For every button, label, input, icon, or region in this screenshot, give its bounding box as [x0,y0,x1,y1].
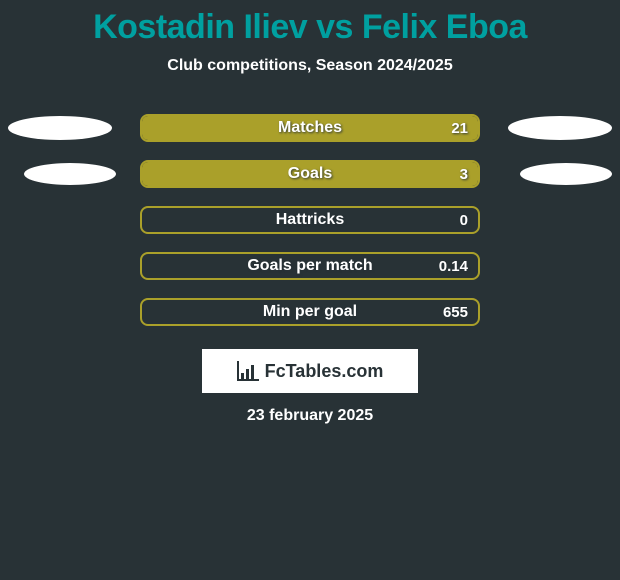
stat-row: Matches21 [0,105,620,151]
stat-bar-track: Goals per match0.14 [140,252,480,280]
site-logo-badge: FcTables.com [202,349,418,393]
stat-bar-track: Matches21 [140,114,480,142]
stat-row: Min per goal655 [0,289,620,335]
stat-row: Hattricks0 [0,197,620,243]
subtitle: Club competitions, Season 2024/2025 [0,57,620,75]
comparison-chart: Matches21 Goals3 Hattricks0 Goals per match… [0,105,620,335]
stat-bar-track: Hattricks0 [140,206,480,234]
logo-text: FcTables.com [265,361,384,382]
stat-bar-fill [142,162,478,186]
player-left-marker [8,116,112,140]
stat-value: 655 [443,300,468,324]
chart-date: 23 february 2025 [0,407,620,425]
stat-value: 0 [460,208,468,232]
stat-label: Hattricks [142,208,478,232]
bar-chart-icon [237,361,259,381]
stat-bar-track: Min per goal655 [140,298,480,326]
stat-label: Goals per match [142,254,478,278]
player-left-marker [24,163,116,185]
player-right-marker [508,116,612,140]
stat-row: Goals per match0.14 [0,243,620,289]
player-right-marker [520,163,612,185]
stat-row: Goals3 [0,151,620,197]
page-title: Kostadin Iliev vs Felix Eboa [0,0,620,47]
stat-bar-fill [142,116,478,140]
stat-value: 0.14 [439,254,468,278]
stat-bar-track: Goals3 [140,160,480,188]
stat-label: Min per goal [142,300,478,324]
